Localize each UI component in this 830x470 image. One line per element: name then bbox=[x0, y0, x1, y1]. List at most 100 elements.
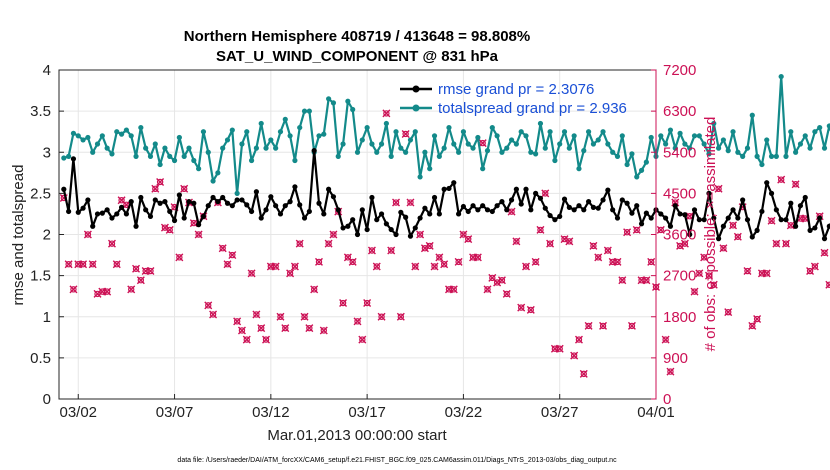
y-tick-label: 2 bbox=[43, 227, 51, 244]
totalspread-point bbox=[730, 129, 736, 135]
obs-count-point bbox=[531, 257, 540, 266]
obs-count-point bbox=[112, 260, 121, 269]
obs-count-point bbox=[719, 244, 728, 253]
obs-count-point bbox=[425, 241, 434, 250]
totalspread-point bbox=[350, 106, 356, 113]
totalspread-point bbox=[181, 153, 187, 159]
legend-rmse-label: rmse grand pr = 2.3076 bbox=[438, 81, 594, 98]
rmse-point bbox=[585, 199, 592, 205]
obs-count-point bbox=[295, 239, 304, 248]
totalspread-point bbox=[417, 174, 423, 180]
obs-count-point bbox=[401, 129, 410, 138]
obs-assimilated-marker bbox=[103, 287, 112, 296]
rmse-point bbox=[730, 207, 736, 213]
rmse-point bbox=[797, 203, 804, 209]
rmse-point bbox=[537, 195, 544, 201]
rmse-point bbox=[643, 210, 649, 216]
obs-count-point bbox=[772, 239, 781, 248]
rmse-point bbox=[258, 215, 264, 221]
rmse-point bbox=[128, 199, 134, 205]
obs-assimilated-marker bbox=[136, 276, 145, 285]
totalspread-point bbox=[797, 141, 804, 147]
rmse-point bbox=[335, 207, 341, 213]
totalspread-point bbox=[807, 145, 813, 151]
obs-assimilated-marker bbox=[242, 335, 251, 344]
obs-possible-marker bbox=[190, 219, 198, 227]
rmse-point bbox=[403, 214, 409, 220]
totalspread-point bbox=[422, 149, 428, 155]
obs-possible-marker bbox=[811, 263, 819, 270]
obs-assimilated-marker bbox=[820, 248, 829, 257]
obs-possible-marker bbox=[388, 247, 395, 254]
obs-count-point bbox=[146, 267, 155, 276]
rmse-point bbox=[744, 217, 751, 223]
obs-count-point bbox=[353, 317, 362, 326]
obs-possible-marker bbox=[484, 286, 491, 293]
obs-count-point bbox=[247, 269, 256, 278]
totalspread-point bbox=[80, 137, 86, 143]
totalspread-point bbox=[157, 161, 163, 168]
totalspread-point bbox=[773, 153, 779, 159]
totalspread-point bbox=[754, 153, 760, 159]
totalspread-point bbox=[369, 141, 375, 147]
obs-assimilated-marker bbox=[603, 246, 612, 255]
line-series bbox=[61, 73, 830, 242]
obs-count-point bbox=[242, 335, 251, 344]
x-axis-label: Mar.01,2013 00:00:00 start bbox=[267, 427, 447, 444]
obs-possible-marker bbox=[580, 370, 587, 378]
rmse-point bbox=[812, 225, 818, 231]
totalspread-point bbox=[253, 145, 259, 151]
totalspread-point bbox=[489, 124, 495, 131]
obs-possible-marker bbox=[359, 336, 366, 343]
obs-count-point bbox=[690, 287, 699, 296]
obs-assimilated-marker bbox=[416, 230, 425, 239]
rmse-point bbox=[123, 211, 130, 217]
rmse-point bbox=[740, 197, 746, 203]
rmse-point bbox=[85, 197, 91, 203]
totalspread-point bbox=[764, 137, 770, 143]
obs-possible-marker bbox=[84, 231, 92, 238]
obs-assimilated-marker bbox=[218, 244, 227, 253]
obs-count-point bbox=[387, 246, 396, 255]
rmse-point bbox=[470, 203, 476, 209]
obs-possible-marker bbox=[566, 238, 573, 245]
obs-count-point bbox=[406, 198, 415, 207]
obs-count-point bbox=[810, 262, 819, 271]
totalspread-point bbox=[427, 166, 433, 172]
obs-possible-marker bbox=[527, 306, 535, 314]
legend-totalspread-label: totalspread grand pr = 2.936 bbox=[438, 100, 627, 117]
obs-count-point bbox=[464, 235, 473, 244]
rmse-point bbox=[417, 215, 423, 221]
rmse-point bbox=[499, 199, 505, 205]
totalspread-point bbox=[600, 129, 606, 135]
obs-count-point bbox=[358, 335, 367, 344]
obs-possible-marker bbox=[320, 327, 327, 334]
totalspread-point bbox=[504, 145, 510, 151]
totalspread-point bbox=[523, 133, 529, 139]
obs-count-point bbox=[743, 267, 752, 276]
totalspread-point bbox=[480, 166, 486, 172]
obs-possible-marker bbox=[474, 254, 482, 261]
totalspread-point bbox=[725, 148, 731, 154]
obs-count-point bbox=[151, 184, 160, 193]
obs-assimilated-marker bbox=[627, 321, 636, 330]
obs-assimilated-marker bbox=[223, 260, 232, 269]
rmse-point bbox=[764, 180, 770, 186]
obs-possible-marker bbox=[681, 240, 689, 247]
totalspread-point bbox=[403, 149, 409, 155]
obs-assimilated-marker bbox=[295, 239, 304, 248]
y-tick-label: 0.5 bbox=[30, 350, 51, 367]
totalspread-point bbox=[465, 141, 471, 147]
obs-assimilated-marker bbox=[252, 310, 261, 319]
totalspread-point bbox=[610, 149, 616, 155]
totalspread-point bbox=[624, 161, 630, 168]
obs-count-point bbox=[165, 225, 174, 234]
obs-assimilated-marker bbox=[810, 262, 819, 271]
rmse-point bbox=[494, 203, 500, 209]
obs-count-point bbox=[363, 299, 372, 308]
obs-count-point bbox=[310, 285, 319, 294]
totalspread-point bbox=[475, 134, 481, 141]
obs-assimilated-marker bbox=[69, 285, 78, 294]
legend-rmse-marker bbox=[412, 85, 420, 93]
totalspread-point bbox=[537, 120, 544, 127]
